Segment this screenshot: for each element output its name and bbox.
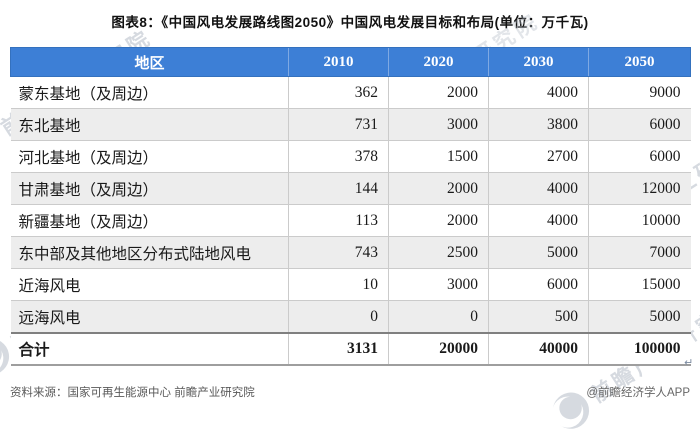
- value-cell: 3800: [488, 108, 589, 141]
- value-cell: 3000: [388, 268, 489, 301]
- region-cell: 近海风电: [10, 268, 289, 301]
- column-header-2020: 2020: [388, 47, 489, 77]
- column-header-2010: 2010: [288, 47, 389, 77]
- table-row: 东北基地 731 3000 3800 6000: [10, 108, 691, 141]
- value-cell: 731: [288, 108, 389, 141]
- value-cell: 4000: [488, 204, 589, 237]
- value-cell: 2000: [388, 76, 489, 109]
- value-cell: 3131: [288, 332, 389, 366]
- table-row: 新疆基地（及周边） 113 2000 4000 10000: [10, 204, 691, 237]
- table-row: 蒙东基地（及周边） 362 2000 4000 9000: [10, 76, 691, 109]
- value-cell: 1500: [388, 140, 489, 173]
- credit-note: @前瞻经济学人APP: [586, 387, 690, 399]
- region-cell: 合计: [10, 332, 289, 366]
- value-cell: 10000: [588, 204, 691, 237]
- value-cell: 2000: [388, 204, 489, 237]
- page-title: 图表8：《中国风电发展路线图2050》中国风电发展目标和布局(单位：万千瓦): [111, 15, 589, 30]
- value-cell: 113: [288, 204, 389, 237]
- value-cell: 6000: [588, 140, 691, 173]
- value-cell: 0: [288, 300, 389, 334]
- region-cell: 新疆基地（及周边）: [10, 204, 289, 237]
- value-cell: 2000: [388, 172, 489, 205]
- value-cell: 7000: [588, 236, 691, 269]
- table-body: 蒙东基地（及周边） 362 2000 4000 9000 东北基地 731 3000 3800 6…: [10, 76, 691, 366]
- value-cell: 9000: [588, 76, 691, 109]
- value-cell: 5000: [488, 236, 589, 269]
- table-row: 远海风电 0 0 500 5000: [10, 300, 691, 334]
- value-cell: 144: [288, 172, 389, 205]
- qianzhan-logo-icon: [0, 117, 7, 170]
- region-cell: 东北基地: [10, 108, 289, 141]
- paragraph-return-mark: ↵: [684, 356, 694, 369]
- table-header-row: 地区 2010 2020 2030 2050: [10, 47, 691, 77]
- value-cell: 5000: [588, 300, 691, 334]
- wind-power-targets-table: 地区 2010 2020 2030 2050 蒙东基地（及周边） 362 2000 4000 9…: [10, 47, 691, 366]
- value-cell: 743: [288, 236, 389, 269]
- source-note: 资料来源：国家可再生能源中心 前瞻产业研究院: [10, 387, 255, 399]
- value-cell: 100000: [588, 332, 691, 366]
- region-cell: 东中部及其他地区分布式陆地风电: [10, 236, 289, 269]
- value-cell: 10: [288, 268, 389, 301]
- value-cell: 362: [288, 76, 389, 109]
- value-cell: 2700: [488, 140, 589, 173]
- value-cell: 6000: [588, 108, 691, 141]
- column-header-region: 地区: [10, 47, 289, 77]
- value-cell: 6000: [488, 268, 589, 301]
- value-cell: 15000: [588, 268, 691, 301]
- column-header-2030: 2030: [488, 47, 589, 77]
- table-row: 甘肃基地（及周边） 144 2000 4000 12000: [10, 172, 691, 205]
- table-row: 东中部及其他地区分布式陆地风电 743 2500 5000 7000: [10, 236, 691, 269]
- region-cell: 河北基地（及周边）: [10, 140, 289, 173]
- value-cell: 500: [488, 300, 589, 334]
- value-cell: 2500: [388, 236, 489, 269]
- value-cell: 378: [288, 140, 389, 173]
- region-cell: 远海风电: [10, 300, 289, 334]
- table-row: 河北基地（及周边） 378 1500 2700 6000: [10, 140, 691, 173]
- table-row: 近海风电 10 3000 6000 15000: [10, 268, 691, 301]
- region-cell: 甘肃基地（及周边）: [10, 172, 289, 205]
- footer: 资料来源：国家可再生能源中心 前瞻产业研究院 @前瞻经济学人APP: [10, 384, 690, 400]
- value-cell: 4000: [488, 172, 589, 205]
- total-row: 合计 3131 20000 40000 100000: [10, 332, 691, 366]
- value-cell: 40000: [488, 332, 589, 366]
- column-header-2050: 2050: [588, 47, 691, 77]
- region-cell: 蒙东基地（及周边）: [10, 76, 289, 109]
- value-cell: 3000: [388, 108, 489, 141]
- value-cell: 20000: [388, 332, 489, 366]
- value-cell: 0: [388, 300, 489, 334]
- value-cell: 12000: [588, 172, 691, 205]
- value-cell: 4000: [488, 76, 589, 109]
